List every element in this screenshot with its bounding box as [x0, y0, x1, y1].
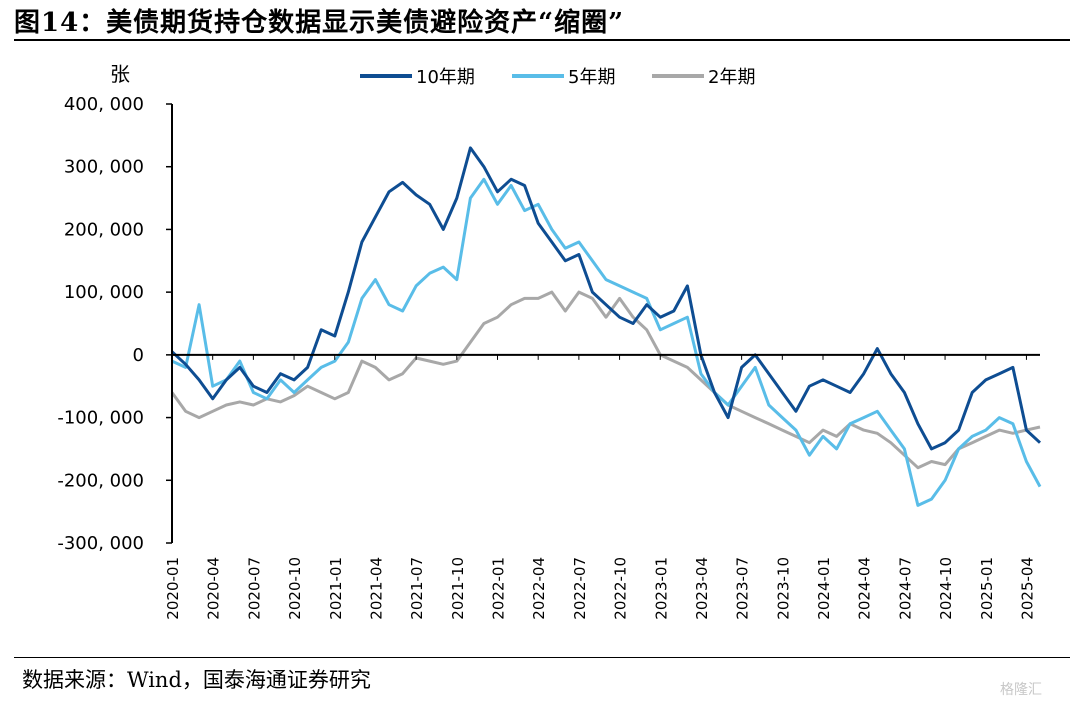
y-tick-label: -200, 000: [57, 470, 144, 491]
x-tick-label: 2022-01: [490, 557, 508, 620]
x-tick-label: 2022-04: [530, 557, 548, 620]
x-tick-label: 2024-01: [815, 557, 833, 620]
legend-label-s5: 5年期: [568, 67, 615, 88]
chart-title: 图14：美债期货持仓数据显示美债避险资产“缩圈”: [14, 8, 625, 38]
x-tick-label: 2024-07: [896, 557, 914, 620]
y-tick-label: 0: [133, 345, 144, 366]
footer-rule: [14, 657, 1070, 658]
y-tick-label: 300, 000: [64, 157, 144, 178]
x-tick-label: 2020-04: [205, 557, 223, 620]
x-tick-label: 2020-01: [164, 557, 182, 620]
x-tick-label: 2023-01: [652, 557, 670, 620]
x-tick-label: 2021-04: [367, 557, 385, 620]
y-tick-label: -100, 000: [57, 408, 144, 429]
x-tick-label: 2020-10: [286, 557, 304, 620]
x-tick-label: 2024-10: [937, 557, 955, 620]
x-tick-label: 2020-07: [245, 557, 263, 620]
x-tick-label: 2025-04: [1018, 557, 1036, 620]
x-tick-label: 2022-10: [612, 557, 630, 620]
legend-label-s2: 2年期: [708, 67, 755, 88]
legend-label-s10: 10年期: [416, 67, 475, 88]
x-tick-label: 2021-07: [408, 557, 426, 620]
y-tick-label: 100, 000: [64, 282, 144, 303]
x-tick-label: 2023-07: [734, 557, 752, 620]
x-tick-label: 2021-01: [327, 557, 345, 620]
x-tick-label: 2023-04: [693, 557, 711, 620]
x-tick-label: 2025-01: [978, 557, 996, 620]
x-tick-label: 2021-10: [449, 557, 467, 620]
series-line-s5: [171, 177, 1042, 507]
y-tick-label: -300, 000: [57, 533, 144, 554]
series-line-s10: [170, 146, 1042, 451]
source-note: 数据来源：Wind，国泰海通证券研究: [22, 668, 371, 692]
y-unit-label: 张: [110, 62, 130, 86]
x-tick-label: 2022-07: [571, 557, 589, 620]
x-tick-label: 2023-10: [774, 557, 792, 620]
x-tick-label: 2024-04: [856, 557, 874, 620]
y-tick-label: 200, 000: [64, 219, 144, 240]
line-chart: 400, 000 300, 000 200, 000 100, 000 0 -100, 0…: [57, 67, 1042, 620]
y-tick-label: 400, 000: [64, 94, 144, 115]
series-line-s2: [170, 290, 1041, 470]
watermark: 格隆汇: [1000, 682, 1042, 698]
title-rule: [14, 39, 1070, 41]
